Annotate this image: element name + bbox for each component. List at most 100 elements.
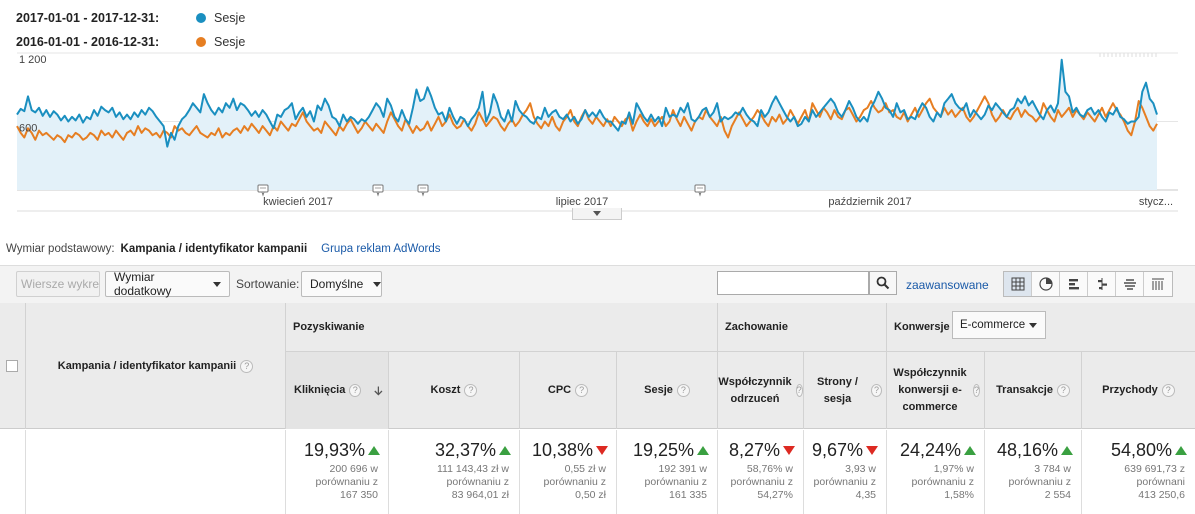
comparison-detail: 0,55 zł w porównaniu z 0,50 zł xyxy=(543,463,606,501)
sort-select[interactable]: Domyślne xyxy=(301,271,382,297)
view-performance-button[interactable] xyxy=(1060,272,1088,296)
view-pie-button[interactable] xyxy=(1032,272,1060,296)
y-tick-label: 1 200 xyxy=(19,54,47,66)
summary-cell: 9,67% 3,93 w porównaniu z 4,35 xyxy=(803,430,886,514)
comparison-detail: 58,76% w porównaniu z 54,27% xyxy=(730,463,793,501)
help-icon[interactable]: ? xyxy=(240,359,254,373)
group-acquisition-label: Pozyskiwanie xyxy=(293,321,365,333)
dimension-adwords-group-link[interactable]: Grupa reklam AdWords xyxy=(321,243,441,255)
chevron-down-icon xyxy=(1029,322,1037,328)
change-value: 54,80% xyxy=(1110,440,1172,460)
annotation-icon[interactable] xyxy=(694,184,706,197)
x-axis-label: kwiecień 2017 xyxy=(263,196,333,208)
change-percent: 24,24% xyxy=(891,440,976,461)
annotation-icon[interactable] xyxy=(417,184,429,197)
change-value: 8,27% xyxy=(728,440,780,460)
report-table: Kampania / identyfikator kampanii ? Pozy… xyxy=(0,303,1195,514)
view-term-cloud-button[interactable] xyxy=(1116,272,1144,296)
column-header[interactable]: Kliknięcia? xyxy=(285,351,388,429)
column-header-label: Transakcje xyxy=(996,384,1053,396)
annotation-icon[interactable] xyxy=(257,184,269,197)
help-icon[interactable]: ? xyxy=(676,384,690,397)
help-icon[interactable]: ? xyxy=(464,384,478,397)
primary-dimension-row: Wymiar podstawowy: Kampania / identyfika… xyxy=(6,243,440,255)
comparison-detail: 639 691,73 z porównani 413 250,6 xyxy=(1124,463,1185,501)
column-header-label: Koszt xyxy=(430,384,461,396)
chevron-down-icon xyxy=(213,281,221,287)
secondary-dimension-select[interactable]: Wymiar dodatkowy xyxy=(105,270,230,298)
legend-series-name: Sesje xyxy=(214,35,246,49)
summary-cell: 8,27% 58,76% w porównaniu z 54,27% xyxy=(717,430,803,514)
legend-row-2016[interactable]: 2016-01-01 - 2016-12-31: Sesje xyxy=(16,30,245,54)
column-header[interactable]: Transakcje? xyxy=(984,351,1081,429)
change-value: 24,24% xyxy=(899,440,961,460)
chart-expander-button[interactable] xyxy=(572,208,622,220)
table-toolbar: Wiersze wykresu Wymiar dodatkowy Sortowa… xyxy=(0,265,1195,303)
help-icon[interactable]: ? xyxy=(575,384,589,397)
sort-value: Domyślne xyxy=(310,277,364,291)
change-percent: 54,80% xyxy=(1086,440,1187,461)
change-value: 19,93% xyxy=(303,440,365,460)
help-icon[interactable]: ? xyxy=(795,384,803,397)
sessions-line-chart[interactable]: 1 200 600 kwiecień 2017 lipiec 2017 paździe… xyxy=(0,45,1195,220)
plot-rows-button[interactable]: Wiersze wykresu xyxy=(16,271,100,297)
summary-cell: 24,24% 1,97% w porównaniu z 1,58% xyxy=(886,430,984,514)
comparison-detail: 1,97% w porównaniu z 1,58% xyxy=(911,463,974,501)
column-header[interactable]: CPC? xyxy=(519,351,616,429)
search-button[interactable] xyxy=(869,271,897,295)
column-header-label: Strony / sesja xyxy=(816,375,858,405)
column-header-label: CPC xyxy=(547,384,572,396)
change-percent: 32,37% xyxy=(393,440,511,461)
arrow-up-icon xyxy=(368,446,380,455)
advanced-filter-link[interactable]: zaawansowane xyxy=(906,278,989,292)
column-header-label: Sesje xyxy=(644,384,673,396)
change-value: 19,25% xyxy=(632,440,694,460)
series-2017-line[interactable] xyxy=(16,58,1158,148)
arrow-up-icon xyxy=(1061,446,1073,455)
column-header[interactable]: Przychody? xyxy=(1081,351,1195,429)
select-all-checkbox[interactable] xyxy=(6,360,18,372)
chart-legend: 2017-01-01 - 2017-12-31: Sesje 2016-01-0… xyxy=(16,6,245,54)
help-icon[interactable]: ? xyxy=(349,384,362,397)
change-percent: 10,38% xyxy=(524,440,608,461)
comparison-detail: 3,93 w porównaniu z 4,35 xyxy=(813,463,876,501)
dimension-column-header[interactable]: Kampania / identyfikator kampanii ? xyxy=(25,303,285,429)
summary-cell: 10,38% 0,55 zł w porównaniu z 0,50 zł xyxy=(519,430,616,514)
annotation-icon[interactable] xyxy=(372,184,384,197)
view-switcher xyxy=(1003,271,1173,297)
group-behavior-label: Zachowanie xyxy=(725,321,788,333)
help-icon[interactable]: ? xyxy=(972,384,980,397)
pivot-table-icon xyxy=(1152,278,1164,290)
column-header[interactable]: Koszt? xyxy=(388,351,519,429)
table-search-input[interactable] xyxy=(717,271,869,295)
column-header[interactable]: Sesje? xyxy=(616,351,717,429)
arrow-up-icon xyxy=(499,446,511,455)
view-table-button[interactable] xyxy=(1004,272,1032,296)
change-percent: 19,93% xyxy=(290,440,380,461)
comparison-icon xyxy=(1097,278,1107,290)
column-header[interactable]: Współczynnik konwersji e-commerce? xyxy=(886,351,984,429)
legend-row-2017[interactable]: 2017-01-01 - 2017-12-31: Sesje xyxy=(16,6,245,30)
help-icon[interactable]: ? xyxy=(1161,384,1175,397)
legend-range: 2017-01-01 - 2017-12-31: xyxy=(16,11,160,25)
help-icon[interactable]: ? xyxy=(870,384,882,397)
y-tick-label: 600 xyxy=(19,123,37,135)
view-comparison-button[interactable] xyxy=(1088,272,1116,296)
change-value: 9,67% xyxy=(811,440,863,460)
column-header[interactable]: Strony / sesja? xyxy=(803,351,886,429)
column-header-label: Kliknięcia xyxy=(294,384,346,396)
conversions-type-select[interactable]: E-commerce xyxy=(952,311,1046,339)
conversions-type-value: E-commerce xyxy=(960,319,1026,331)
arrow-up-icon xyxy=(1175,446,1187,455)
change-percent: 8,27% xyxy=(722,440,795,461)
x-axis-label: październik 2017 xyxy=(828,196,911,208)
group-conversions-label: Konwersje xyxy=(894,321,950,333)
view-pivot-button[interactable] xyxy=(1144,272,1172,296)
x-axis-label: lipiec 2017 xyxy=(556,196,609,208)
help-icon[interactable]: ? xyxy=(1056,384,1070,397)
column-header[interactable]: Współczynnik odrzuceń? xyxy=(717,351,803,429)
sort-descending-icon[interactable] xyxy=(373,385,384,397)
summary-cell: 32,37% 111 143,43 zł w porównaniu z 83 964,… xyxy=(388,430,519,514)
